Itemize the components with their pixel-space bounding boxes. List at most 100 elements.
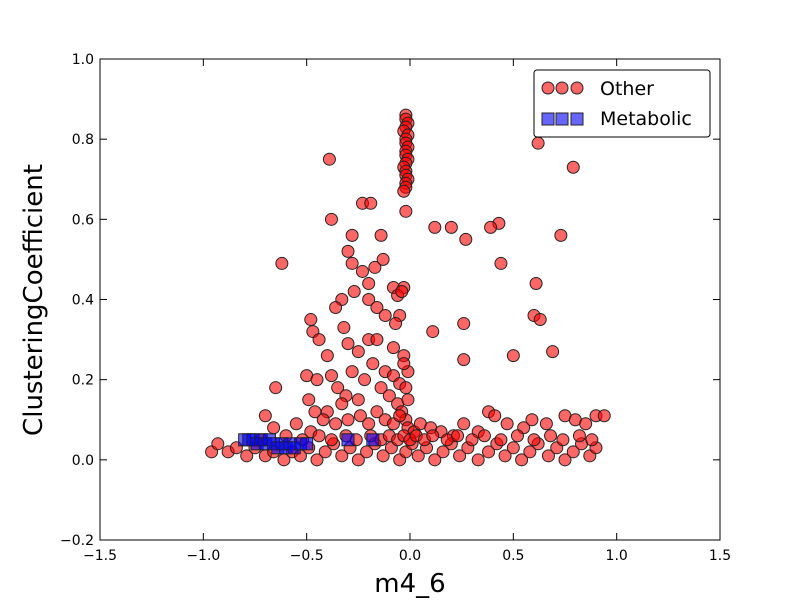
other-point xyxy=(329,301,343,315)
other-point xyxy=(355,264,369,278)
other-point xyxy=(324,433,338,447)
other-point xyxy=(510,429,524,443)
other-point xyxy=(316,413,330,427)
other-point xyxy=(393,409,407,423)
other-point xyxy=(515,453,529,467)
legend-label-other: Other xyxy=(600,78,654,100)
other-point xyxy=(341,337,355,351)
legend-marker-metabolic xyxy=(541,112,555,126)
other-point xyxy=(322,152,336,166)
other-point xyxy=(320,349,334,363)
other-point xyxy=(211,437,225,451)
data-points xyxy=(205,108,611,467)
other-point xyxy=(558,453,572,467)
other-point xyxy=(401,393,415,407)
other-point xyxy=(457,317,471,331)
x-tick-label: 0.0 xyxy=(399,548,421,564)
other-point xyxy=(541,449,555,463)
metabolic-point xyxy=(366,433,380,447)
x-tick-label: 1.5 xyxy=(709,548,731,564)
other-point xyxy=(426,429,440,443)
other-point xyxy=(364,196,378,210)
other-point xyxy=(389,317,403,331)
other-point xyxy=(488,409,502,423)
other-point xyxy=(459,232,473,246)
other-point xyxy=(362,417,376,431)
other-point xyxy=(318,445,332,459)
legend-markers xyxy=(541,81,584,126)
other-point xyxy=(347,284,361,298)
other-point xyxy=(267,421,281,435)
other-point xyxy=(494,433,508,447)
other-point xyxy=(566,445,580,459)
other-point xyxy=(382,389,396,403)
other-point xyxy=(362,276,376,290)
other-point xyxy=(457,353,471,367)
other-point xyxy=(335,449,349,463)
other-point xyxy=(308,405,322,419)
other-point xyxy=(484,220,498,234)
other-point xyxy=(531,136,545,150)
y-tick-label: 1.0 xyxy=(72,52,94,68)
other-point xyxy=(345,256,359,270)
other-point xyxy=(289,417,303,431)
other-point xyxy=(258,409,272,423)
other-point xyxy=(366,357,380,371)
y-axis-title: ClusteringCoefficient xyxy=(19,164,49,436)
other-point xyxy=(240,449,254,463)
x-tick-label: −0.5 xyxy=(290,548,324,564)
other-point xyxy=(378,309,392,323)
other-point xyxy=(471,453,485,467)
other-point xyxy=(477,429,491,443)
other-point xyxy=(370,301,384,315)
x-tick-label: 0.5 xyxy=(502,548,524,564)
other-point xyxy=(335,397,349,411)
other-point xyxy=(544,429,558,443)
other-point xyxy=(374,228,388,242)
other-point xyxy=(324,212,338,226)
other-point xyxy=(399,381,413,395)
other-point xyxy=(353,409,367,423)
other-point xyxy=(345,228,359,242)
other-point xyxy=(312,333,326,347)
other-point xyxy=(275,256,289,270)
other-point xyxy=(579,417,593,431)
y-tick-label: 0.6 xyxy=(72,212,94,228)
legend-marker-metabolic xyxy=(570,112,584,126)
other-point xyxy=(370,333,384,347)
metabolic-point xyxy=(341,433,355,447)
other-point xyxy=(351,453,365,467)
y-tick-label: 0.2 xyxy=(72,373,94,389)
other-point xyxy=(329,417,343,431)
y-tick-label: 0.4 xyxy=(72,293,94,309)
other-point xyxy=(351,345,365,359)
other-point xyxy=(585,433,599,447)
y-tick-label: 0.8 xyxy=(72,132,94,148)
other-point xyxy=(310,453,324,467)
other-point xyxy=(331,381,345,395)
other-point xyxy=(546,345,560,359)
other-point xyxy=(399,204,413,218)
other-point xyxy=(597,409,611,423)
other-point xyxy=(312,429,326,443)
x-tick-label: 1.0 xyxy=(606,548,628,564)
other-point xyxy=(539,417,553,431)
other-point xyxy=(310,373,324,387)
other-point xyxy=(506,441,520,455)
other-point xyxy=(444,220,458,234)
other-point xyxy=(337,321,351,335)
other-point xyxy=(341,413,355,427)
other-point xyxy=(494,256,508,270)
other-point xyxy=(370,405,384,419)
legend-marker-metabolic xyxy=(555,112,569,126)
other-point xyxy=(358,373,372,387)
other-point xyxy=(529,276,543,290)
other-point xyxy=(457,417,471,431)
other-point xyxy=(351,393,365,407)
other-point xyxy=(428,220,442,234)
other-point xyxy=(397,184,411,198)
other-point xyxy=(436,445,450,459)
other-point xyxy=(500,417,514,431)
other-point xyxy=(397,357,411,371)
other-point xyxy=(426,325,440,339)
